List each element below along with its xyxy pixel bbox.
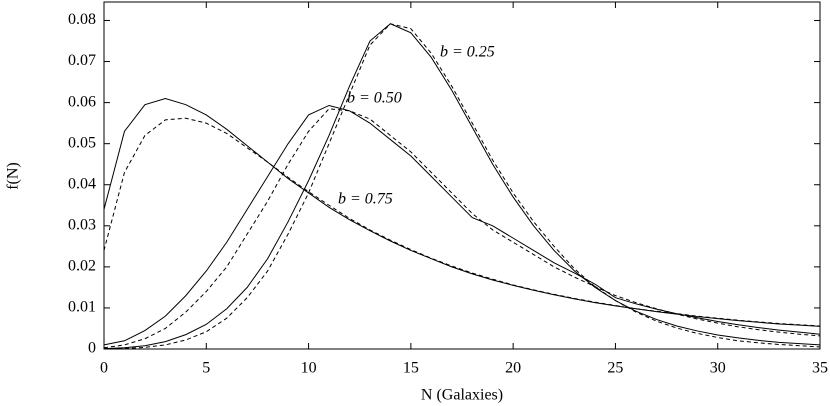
y-tick-label: 0.03 — [68, 216, 96, 233]
x-tick-label: 5 — [202, 360, 210, 377]
y-tick-label: 0.01 — [68, 299, 96, 316]
y-tick-label: 0 — [88, 340, 96, 357]
series-line — [103, 23, 821, 350]
plot-frame — [103, 1, 821, 350]
x-tick-label: 10 — [301, 360, 317, 377]
series-line — [103, 108, 821, 349]
x-tick-label: 15 — [403, 360, 419, 377]
series-line — [103, 104, 821, 346]
y-tick-label: 0.08 — [68, 11, 96, 28]
y-tick-label: 0.07 — [68, 52, 96, 69]
series-line — [103, 117, 821, 327]
x-tick-label: 30 — [710, 360, 726, 377]
x-tick-label: 25 — [607, 360, 623, 377]
x-tick-label: 35 — [812, 360, 828, 377]
annotation: b = 0.25 — [440, 44, 495, 61]
annotation: b = 0.75 — [338, 191, 393, 208]
y-tick-label: 0.02 — [68, 258, 96, 275]
y-tick-label: 0.04 — [68, 175, 96, 192]
series-line — [103, 23, 821, 350]
series-line — [103, 97, 821, 327]
annotation: b = 0.50 — [347, 90, 402, 107]
x-axis-label: N (Galaxies) — [421, 387, 503, 404]
y-tick-label: 0.06 — [68, 93, 96, 110]
x-tick-label: 20 — [505, 360, 521, 377]
x-tick-label: 0 — [100, 360, 108, 377]
y-axis-label: f(N) — [5, 162, 22, 190]
y-tick-label: 0.05 — [68, 134, 96, 151]
